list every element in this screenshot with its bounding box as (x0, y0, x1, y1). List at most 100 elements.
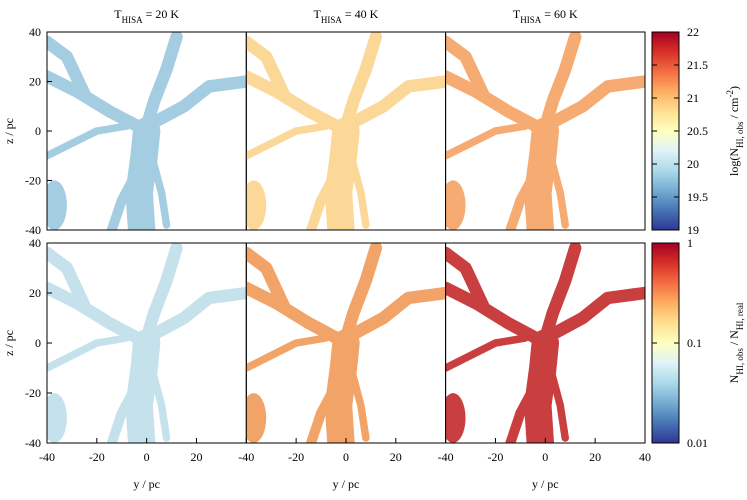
y-tick-label: -40 (25, 436, 41, 450)
y-tick-label: -20 (25, 174, 41, 188)
colorbar-tick-label: 0.1 (687, 336, 702, 350)
panel-title-part: T (513, 7, 521, 21)
x-tick-label: 0 (542, 450, 548, 464)
y-tick-label: 40 (29, 25, 41, 39)
filament (445, 334, 530, 372)
filament (505, 163, 543, 230)
colorbar-tick-label: 1 (687, 236, 693, 250)
y-tick-label: 20 (29, 75, 41, 89)
panel-title-part: HISA (321, 15, 343, 25)
filament (544, 286, 645, 342)
filament (347, 364, 370, 442)
filament (147, 364, 171, 442)
filament (106, 375, 145, 443)
colorbar-label-part: ) (727, 86, 741, 90)
filament (47, 122, 131, 160)
colorbar-tick-label: 21.5 (687, 58, 708, 72)
colorbar-label-part: / cm (727, 97, 741, 122)
x-tick-label: 20 (390, 450, 402, 464)
filament (47, 246, 91, 312)
y-tick-label: -20 (25, 386, 41, 400)
cloud (246, 393, 267, 443)
filament (47, 35, 91, 101)
panel-image (47, 243, 247, 443)
y-axis-label: z / pc (2, 118, 16, 144)
filament (147, 152, 171, 229)
filament (145, 75, 247, 130)
filament (324, 329, 360, 443)
colorbar-label-part: log(N (727, 148, 741, 176)
panel-title-part: = 40 K (342, 7, 379, 21)
colorbar-label-part: / N (727, 330, 741, 348)
x-tick-label: 0 (343, 450, 349, 464)
panel-title-part: T (114, 7, 122, 21)
panel-title-part: HISA (122, 15, 144, 25)
x-axis-label: y / pc (333, 477, 360, 491)
cloud (246, 180, 267, 230)
cloud (445, 180, 466, 230)
filament (125, 117, 161, 230)
x-tick-label: 20 (190, 450, 202, 464)
panel-image (47, 32, 247, 230)
x-tick-label: -40 (39, 450, 55, 464)
panel-title-part: T (314, 7, 322, 21)
panel-title: THISA = 40 K (314, 7, 379, 25)
filament (246, 122, 330, 160)
colorbar-tick-label: 20 (687, 157, 699, 171)
x-tick-label: 0 (144, 450, 150, 464)
filament (445, 246, 490, 312)
x-tick-label: 40 (639, 450, 651, 464)
y-tick-label: 40 (29, 236, 41, 250)
x-tick-label: -40 (238, 450, 254, 464)
cloud (47, 393, 67, 443)
filament (524, 117, 560, 230)
cloud (445, 393, 466, 443)
x-tick-label: -20 (89, 450, 105, 464)
colorbar-label-part: HI, obs (735, 348, 745, 375)
colorbar-label: log(NHI, obs / cm-2) (725, 86, 745, 176)
colorbar-label-part: -2 (725, 90, 735, 98)
panel-title: THISA = 20 K (114, 7, 179, 25)
panel-image (246, 243, 446, 443)
filament (324, 117, 360, 230)
colorbar-tick-label: 22 (687, 25, 699, 39)
filament (106, 163, 145, 230)
colorbar-tick-label: 0.01 (687, 436, 708, 450)
filament (524, 329, 560, 443)
filament (539, 243, 582, 345)
panel-title-part: HISA (520, 15, 542, 25)
colorbar-tick-label: 21 (687, 91, 699, 105)
x-axis-label: y / pc (133, 477, 160, 491)
filament (445, 122, 530, 160)
colorbar-tick-label: 19.5 (687, 190, 708, 204)
colorbar-label-part: N (727, 374, 741, 383)
panel-title-part: = 60 K (541, 7, 578, 21)
filament (140, 243, 183, 345)
filament (505, 375, 543, 443)
filament (546, 152, 569, 229)
x-tick-label: -20 (288, 450, 304, 464)
filament (544, 75, 645, 130)
colorbar-label-part: HI, real (735, 302, 745, 330)
colorbar-tick-label: 19 (687, 223, 699, 237)
filament (339, 243, 383, 345)
filament (306, 163, 344, 230)
y-axis-label: z / pc (2, 330, 16, 356)
filament (445, 281, 552, 350)
y-tick-label: 0 (35, 336, 41, 350)
panel-image (445, 243, 645, 443)
colorbar-label-part: HI, obs (735, 121, 745, 148)
y-tick-label: -40 (25, 223, 41, 237)
panel-frame (445, 31, 646, 231)
panel-title: THISA = 60 K (513, 7, 578, 25)
filament (445, 70, 552, 138)
filament (339, 32, 383, 133)
filament (125, 329, 161, 443)
panel-title-part: = 20 K (143, 7, 180, 21)
filament (47, 334, 131, 372)
x-tick-label: -40 (438, 450, 454, 464)
filament (306, 375, 344, 443)
filament (246, 281, 353, 350)
filament (246, 70, 353, 138)
